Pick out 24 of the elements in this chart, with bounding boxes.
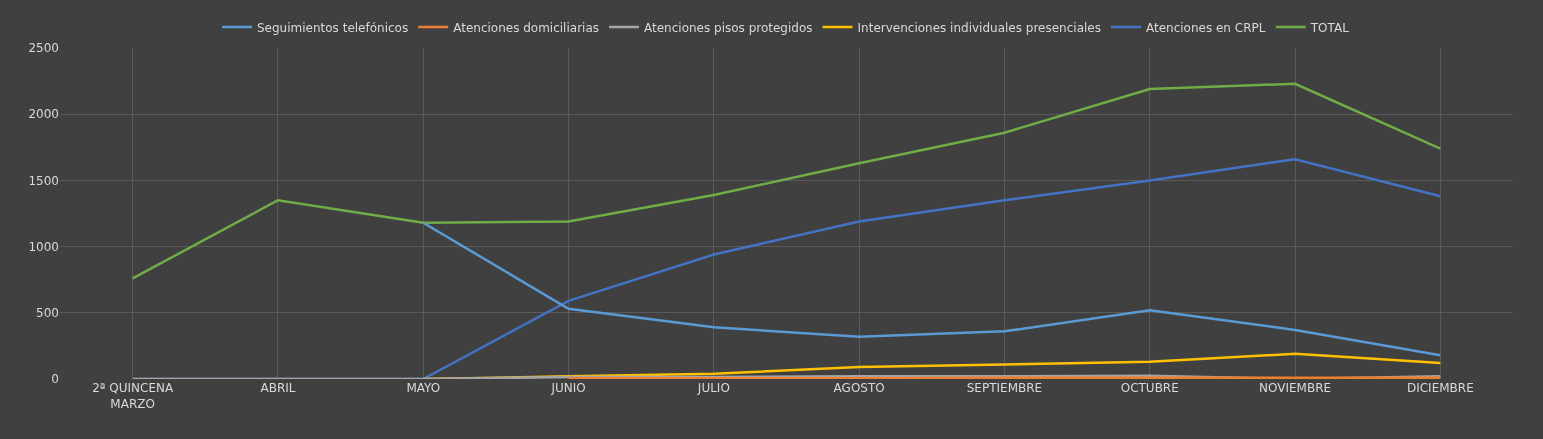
legend-label: Atenciones en CRPL [1145,20,1266,35]
x-tick-label: DICIEMBRE [1406,381,1474,395]
legend-label: Atenciones pisos protegidos [644,20,813,35]
x-tick-label: SEPTIEMBRE [966,381,1043,395]
x-tick-label: ABRIL [260,381,296,395]
x-tick-label: MAYO [406,381,441,395]
y-tick-label: 1500 [28,173,59,188]
legend-label: TOTAL [1309,20,1350,35]
y-tick-label: 500 [36,306,59,320]
legend-label: Seguimientos telefónicos [257,20,409,35]
x-tick-label: OCTUBRE [1120,381,1179,395]
x-tick-label: 2ª QUINCENA MARZO [92,381,174,411]
line-series [422,221,1442,357]
y-tick-label: 2500 [28,41,59,56]
legend-label: Intervenciones individuales presenciales [857,20,1101,35]
y-tick-label: 2000 [28,107,59,122]
line-series [131,82,1442,280]
x-tick-label: JUNIO [550,381,586,395]
y-tick-label: 0 [51,372,59,387]
x-tick-label: NOVIEMBRE [1259,381,1332,395]
y-tick-label: 1000 [28,239,59,254]
x-tick-label: JULIO [696,381,730,395]
x-tick-label: AGOSTO [833,381,885,395]
legend-label: Atenciones domiciliarias [453,20,600,35]
